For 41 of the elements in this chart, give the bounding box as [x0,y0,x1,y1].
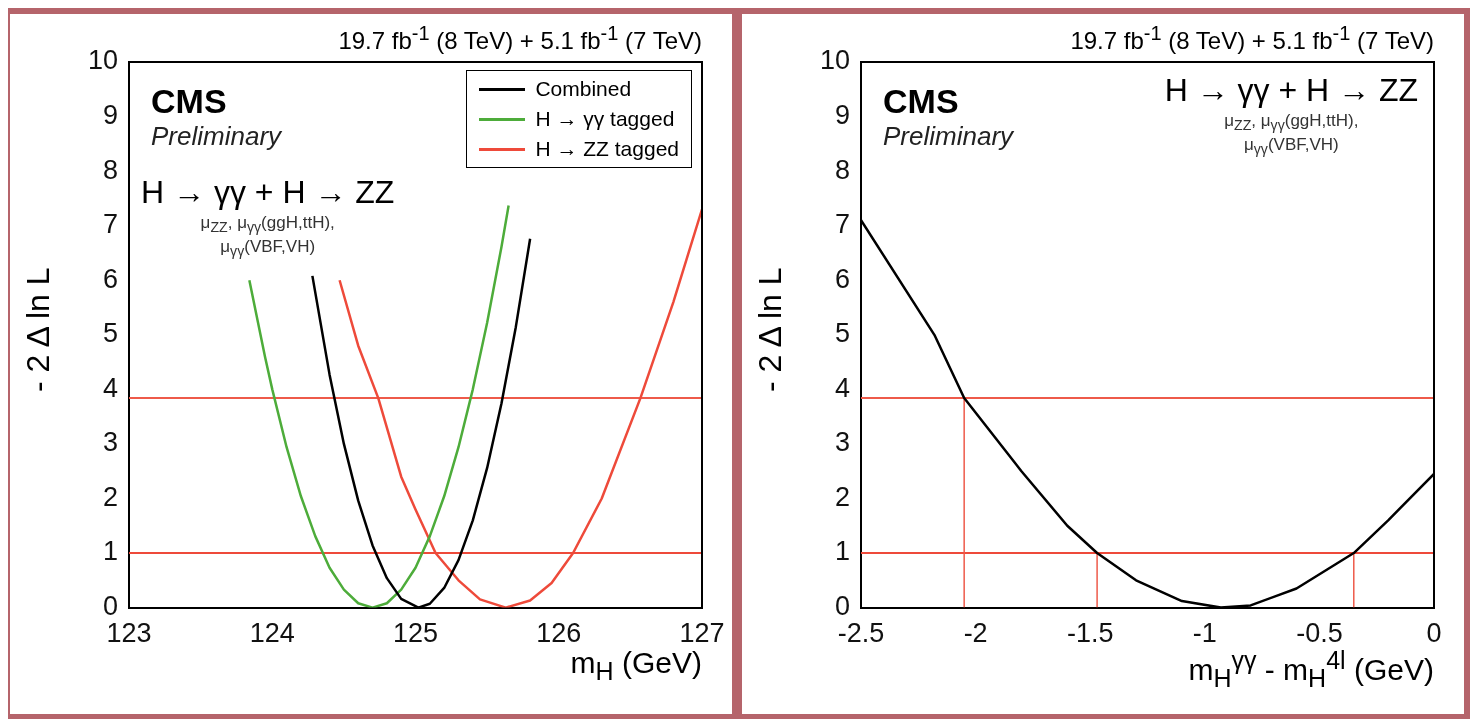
y-tick-label: 5 [103,318,119,349]
y-tick-label: 10 [87,45,119,76]
annotation: H → γγ + H → ZZ [1164,72,1418,109]
x-tick-label: 125 [392,618,439,649]
y-tick-label: 4 [835,372,851,403]
y-tick-label: 3 [835,427,851,458]
y-tick-label: 6 [835,263,851,294]
y-tick-label: 9 [835,100,851,131]
annotation: CMS [151,82,228,121]
y-axis-title: - 2 Δ ln L [20,266,57,392]
annotation: Preliminary [883,121,1014,152]
y-tick-label: 10 [819,45,851,76]
y-tick-label: 2 [835,481,851,512]
annotation: μ$_{γγ}$(VBF,VH) [219,237,317,260]
y-tick-label: 3 [103,427,119,458]
legend-label: H → γγ tagged [535,106,675,132]
y-tick-label: 8 [835,154,851,185]
y-tick-label: 4 [103,372,119,403]
chart-title: 19.7 fb$^{-1}$ (8 TeV) + 5.1 fb$^{-1}$ (7 TeV) [1070,22,1434,55]
y-tick-label: 8 [103,154,119,185]
y-tick-label: 7 [103,209,119,240]
annotation: Preliminary [151,121,282,152]
x-tick-label: -2 [963,618,988,649]
y-tick-label: 1 [103,536,119,567]
y-tick-label: 9 [103,100,119,131]
y-tick-label: 5 [835,318,851,349]
legend-label: Combined [535,76,632,102]
annotation: μ$_{γγ}$(VBF,VH) [1242,135,1340,158]
annotation: H → γγ + H → ZZ [141,174,395,211]
y-axis-title: - 2 Δ ln L [752,266,789,392]
legend-label: H → ZZ tagged [535,136,679,162]
annotation: μ$_{ZZ}$, μ$_{γγ}$(ggH,ttH), [199,213,336,236]
annotation: CMS [883,82,960,121]
y-tick-label: 2 [103,481,119,512]
x-tick-label: 124 [249,618,295,649]
y-tick-label: 6 [103,263,119,294]
chart-title: 19.7 fb$^{-1}$ (8 TeV) + 5.1 fb$^{-1}$ (7 TeV) [338,22,702,55]
x-tick-label: -1.5 [1066,618,1114,649]
y-tick-label: 7 [835,209,851,240]
y-tick-label: 1 [835,536,851,567]
annotation: μ$_{ZZ}$, μ$_{γγ}$(ggH,ttH), [1223,111,1360,134]
